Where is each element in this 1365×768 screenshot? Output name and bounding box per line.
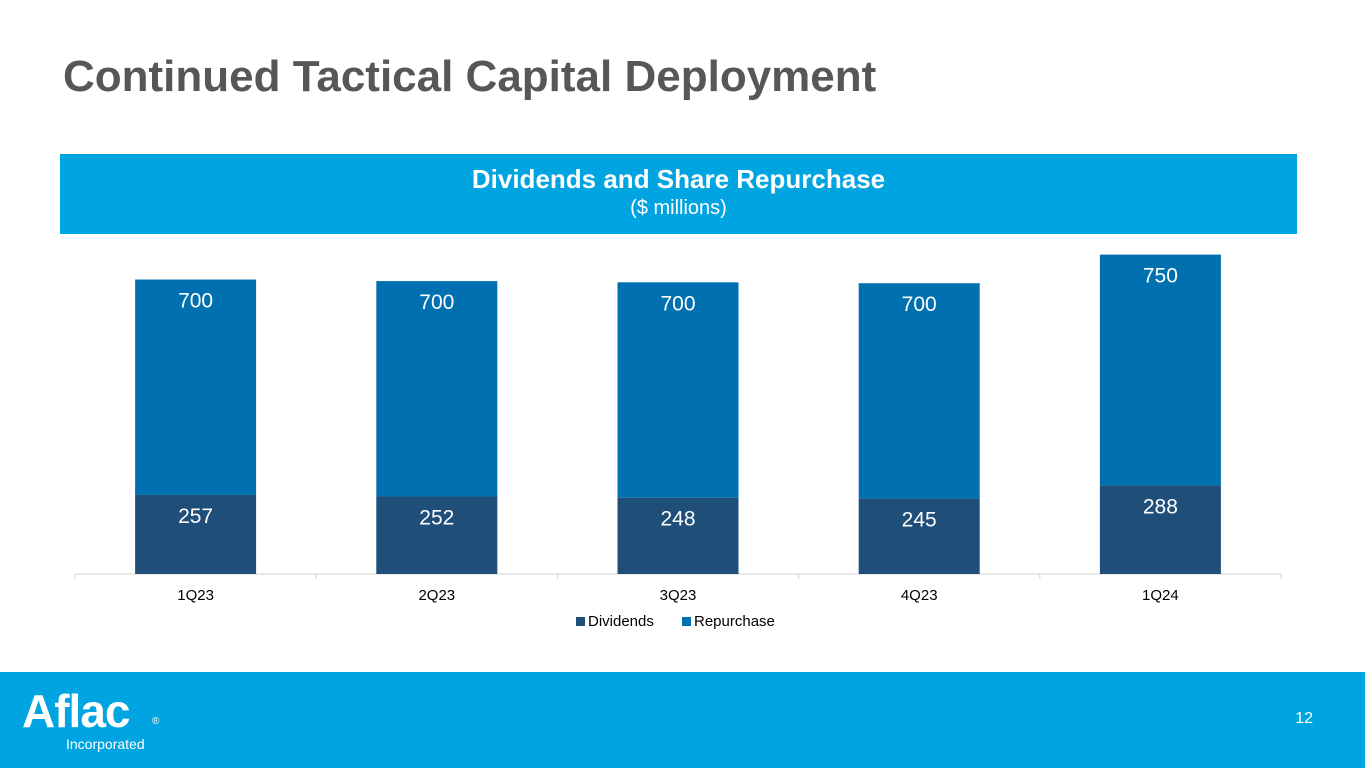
stacked-bar-chart: 257 700 1Q23 252 700 2Q23 248 700 3Q23 245 700 4Q23… (74, 254, 1282, 630)
legend-label-repurchase: Repurchase (694, 613, 775, 630)
data-label-repurchase: 700 (660, 292, 695, 315)
logo-wordmark: Aflac (22, 685, 130, 737)
legend-label-dividends: Dividends (588, 613, 654, 630)
bar-dividends-2q23 (376, 496, 498, 574)
logo-registered-mark: ® (152, 716, 160, 727)
bar-dividends-1q23 (135, 494, 257, 574)
data-label-repurchase: 700 (902, 293, 937, 316)
data-label-dividends: 288 (1143, 495, 1178, 518)
legend-swatch-dividends (576, 617, 585, 626)
chart-title-banner: Dividends and Share Repurchase ($ millio… (60, 154, 1297, 234)
chart-subtitle: ($ millions) (630, 197, 727, 219)
bar-dividends-1q24 (1099, 485, 1221, 574)
x-tick-label: 2Q23 (418, 587, 455, 604)
data-label-dividends: 245 (902, 509, 937, 532)
bar-repurchase-4q23 (858, 283, 980, 499)
x-tick-label: 4Q23 (901, 587, 938, 604)
bar-repurchase-1q23 (135, 279, 257, 495)
data-label-repurchase: 700 (419, 291, 454, 314)
bar-dividends-4q23 (858, 498, 980, 574)
x-tick-label: 1Q23 (177, 587, 214, 604)
data-label-repurchase: 750 (1143, 265, 1178, 288)
legend-swatch-repurchase (682, 617, 691, 626)
chart-title: Dividends and Share Repurchase (471, 164, 886, 194)
logo-subtitle: Incorporated (66, 736, 145, 752)
bar-repurchase-2q23 (376, 281, 498, 497)
page-title: Continued Tactical Capital Deployment (63, 52, 877, 101)
x-tick-label: 1Q24 (1142, 587, 1179, 604)
data-label-dividends: 252 (419, 506, 454, 529)
footer-bar: Aflac ® Incorporated 12 (0, 672, 1365, 768)
bar-dividends-3q23 (617, 497, 739, 574)
data-label-dividends: 248 (660, 508, 695, 531)
data-label-repurchase: 700 (178, 290, 213, 313)
aflac-logo: Aflac ® Incorporated (22, 685, 159, 752)
bar-repurchase-3q23 (617, 282, 739, 498)
x-tick-label: 3Q23 (660, 587, 697, 604)
data-label-dividends: 257 (178, 505, 213, 528)
page-number: 12 (1295, 710, 1313, 727)
bar-repurchase-1q24 (1099, 254, 1221, 486)
